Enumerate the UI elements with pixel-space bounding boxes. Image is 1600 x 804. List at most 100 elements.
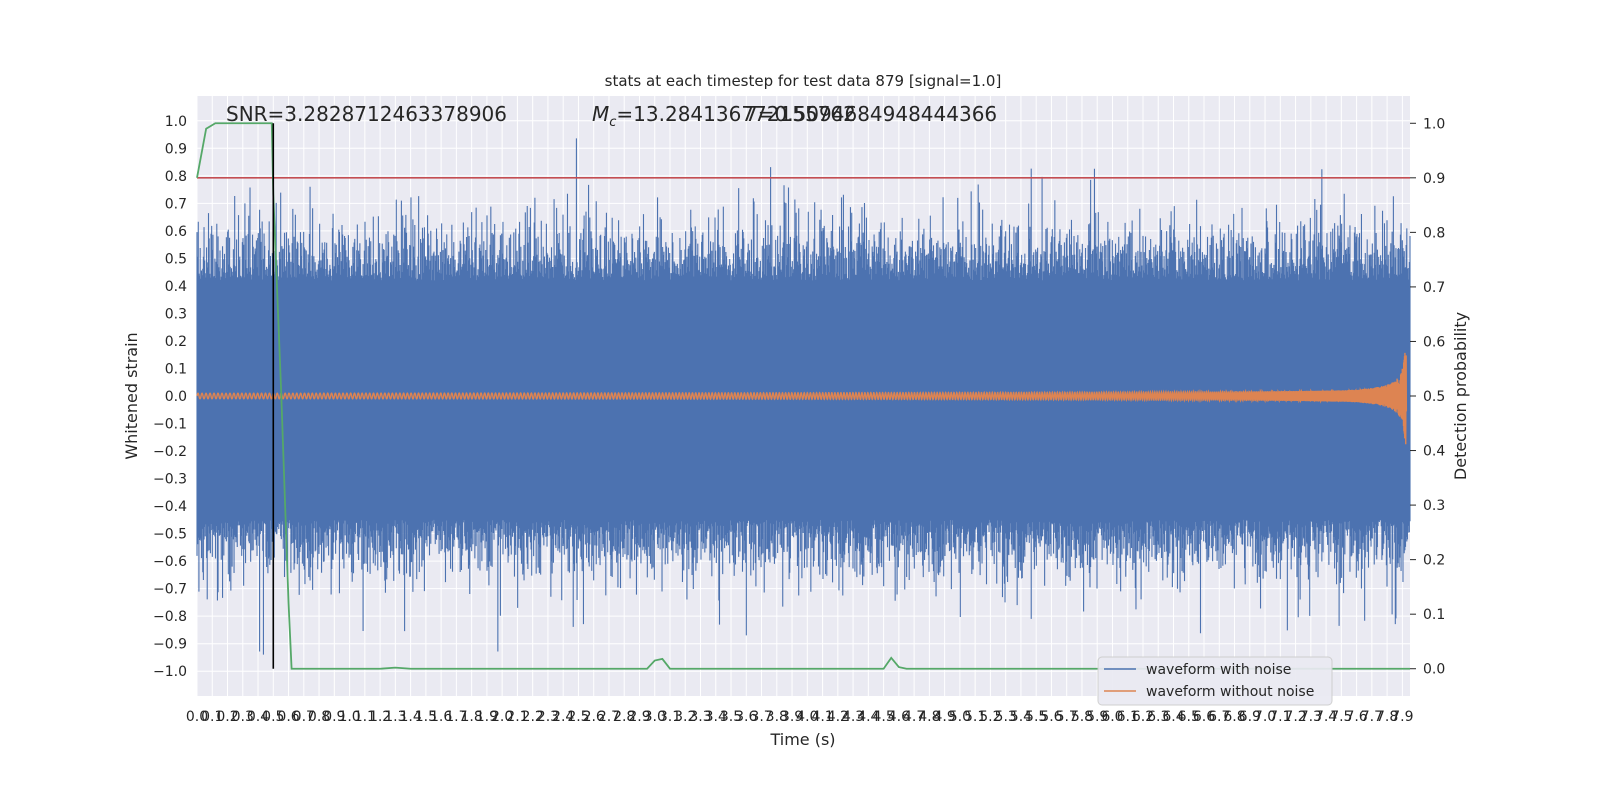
y-tick-label-right: 0.3: [1423, 498, 1445, 514]
x-tick-label: 7.1: [1269, 709, 1291, 725]
x-tick-label: 2.3: [537, 709, 559, 725]
y-tick-label-right: 0.7: [1423, 280, 1445, 296]
probability-layer: [196, 122, 1410, 670]
x-tick-label: 2.6: [583, 709, 605, 725]
x-tick-label: 7.9: [1391, 709, 1413, 725]
x-tick-label: 6.4: [1162, 709, 1184, 725]
y-tick-label-left: −0.9: [153, 637, 187, 653]
y-tick-label-left: 0.9: [165, 141, 187, 157]
x-tick-label: 3.7: [750, 709, 772, 725]
x-tick-label: 1.0: [338, 709, 360, 725]
detection-probability-line: [196, 122, 1410, 670]
y-tick-label-left: −0.5: [153, 527, 187, 543]
x-tick-label: 5.1: [964, 709, 986, 725]
x-tick-label: 4.7: [903, 709, 925, 725]
x-tick-label: 0.8: [308, 709, 330, 725]
x-tick-labels: 0.00.10.20.30.40.50.60.70.80.91.01.11.21…: [186, 709, 1414, 725]
x-tick-label: 7.4: [1315, 709, 1337, 725]
y-tick-label-left: −0.3: [153, 472, 187, 488]
y-tick-label-right: 0.6: [1423, 334, 1445, 350]
y-tick-label-left: −0.4: [153, 499, 187, 515]
x-tick-label: 4.1: [811, 709, 833, 725]
y-tick-labels-right: 0.0 0.1 0.2 0.3 0.4 0.5 0.6 0.7 0.8 0.9 1.0: [1410, 116, 1445, 678]
x-tick-label: 4.2: [827, 709, 849, 725]
legend: waveform with noise waveform without noi…: [1097, 656, 1333, 706]
chart-title: stats at each timestep for test data 879…: [605, 72, 1002, 90]
y-tick-label-left: −0.2: [153, 444, 187, 460]
y-tick-label-left: 0.0: [165, 389, 187, 405]
x-tick-label: 5.2: [979, 709, 1001, 725]
x-tick-label: 1.2: [369, 709, 391, 725]
x-tick-label: 4.0: [796, 709, 818, 725]
mc-subscript: c: [609, 115, 616, 130]
x-tick-label: 7.0: [1254, 709, 1276, 725]
x-tick-label: 5.3: [995, 709, 1017, 725]
x-tick-label: 3.2: [674, 709, 696, 725]
y-tick-label-right: 0.0: [1423, 662, 1445, 678]
x-tick-label: 0.2: [216, 709, 238, 725]
y-tick-label-right: 0.9: [1423, 171, 1445, 187]
x-tick-label: 4.6: [888, 709, 910, 725]
x-tick-label: 7.5: [1330, 709, 1352, 725]
x-tick-label: 5.4: [1010, 709, 1032, 725]
y-axis-label-right: Detection probability: [1451, 312, 1470, 480]
y-tick-label-right: 0.5: [1423, 389, 1445, 405]
x-tick-label: 0.7: [293, 709, 315, 725]
y-tick-label-left: 0.2: [165, 334, 187, 350]
x-tick-label: 5.5: [1025, 709, 1047, 725]
x-tick-label: 3.0: [644, 709, 666, 725]
x-tick-label: 3.3: [689, 709, 711, 725]
x-tick-label: 0.4: [247, 709, 269, 725]
x-tick-label: 5.0: [949, 709, 971, 725]
x-tick-label: 7.6: [1345, 709, 1367, 725]
y-tick-label-right: 0.8: [1423, 225, 1445, 241]
x-tick-label: 2.7: [598, 709, 620, 725]
x-tick-label: 0.6: [277, 709, 299, 725]
x-tick-label: 5.9: [1086, 709, 1108, 725]
x-tick-label: 0.1: [201, 709, 223, 725]
x-tick-label: 0.9: [323, 709, 345, 725]
y-tick-label-right: 0.2: [1423, 553, 1445, 569]
x-tick-label: 3.6: [735, 709, 757, 725]
y-tick-label-right: 1.0: [1423, 116, 1445, 132]
x-tick-label: 1.5: [415, 709, 437, 725]
x-tick-label: 1.1: [354, 709, 376, 725]
x-tick-label: 5.8: [1071, 709, 1093, 725]
legend-label-clean: waveform without noise: [1146, 684, 1314, 700]
y-tick-label-left: 0.5: [165, 251, 187, 267]
x-tick-label: 7.8: [1376, 709, 1398, 725]
x-axis-label: Time (s): [769, 730, 835, 749]
waveform-without-noise-line: [196, 352, 1408, 445]
y-tick-labels-left: −1.0 −0.9 −0.8 −0.7 −0.6 −0.5 −0.4 −0.3 −0.2 −0.1…: [153, 114, 187, 680]
x-tick-label: 7.2: [1284, 709, 1306, 725]
x-tick-label: 3.4: [705, 709, 727, 725]
y-tick-label-left: −0.1: [153, 417, 187, 433]
x-tick-label: 7.7: [1361, 709, 1383, 725]
x-tick-label: 0.3: [232, 709, 254, 725]
x-tick-label: 0.5: [262, 709, 284, 725]
x-tick-label: 6.2: [1132, 709, 1154, 725]
mc-annotation: Mc=13.284136772155762: [592, 102, 856, 130]
x-tick-label: 2.8: [613, 709, 635, 725]
y-axis-label-left: Whitened strain: [122, 332, 141, 459]
mc-value: =13.284136772155762: [616, 102, 855, 126]
y-tick-label-left: 0.1: [165, 361, 187, 377]
x-tick-label: 6.9: [1239, 709, 1261, 725]
x-tick-label: 4.8: [918, 709, 940, 725]
x-tick-label: 6.7: [1208, 709, 1230, 725]
x-tick-label: 4.4: [857, 709, 879, 725]
y-tick-label-left: −1.0: [153, 664, 187, 680]
y-tick-label-left: 1.0: [165, 114, 187, 130]
x-tick-label: 5.7: [1056, 709, 1078, 725]
snr-annotation: SNR=3.2828712463378906: [226, 102, 507, 126]
x-tick-label: 6.0: [1101, 709, 1123, 725]
x-tick-label: 6.1: [1117, 709, 1139, 725]
x-tick-label: 2.9: [628, 709, 650, 725]
x-tick-label: 2.1: [506, 709, 528, 725]
y-tick-label-left: −0.6: [153, 554, 187, 570]
x-tick-label: 2.5: [567, 709, 589, 725]
x-tick-label: 1.4: [399, 709, 421, 725]
x-tick-label: 4.5: [872, 709, 894, 725]
